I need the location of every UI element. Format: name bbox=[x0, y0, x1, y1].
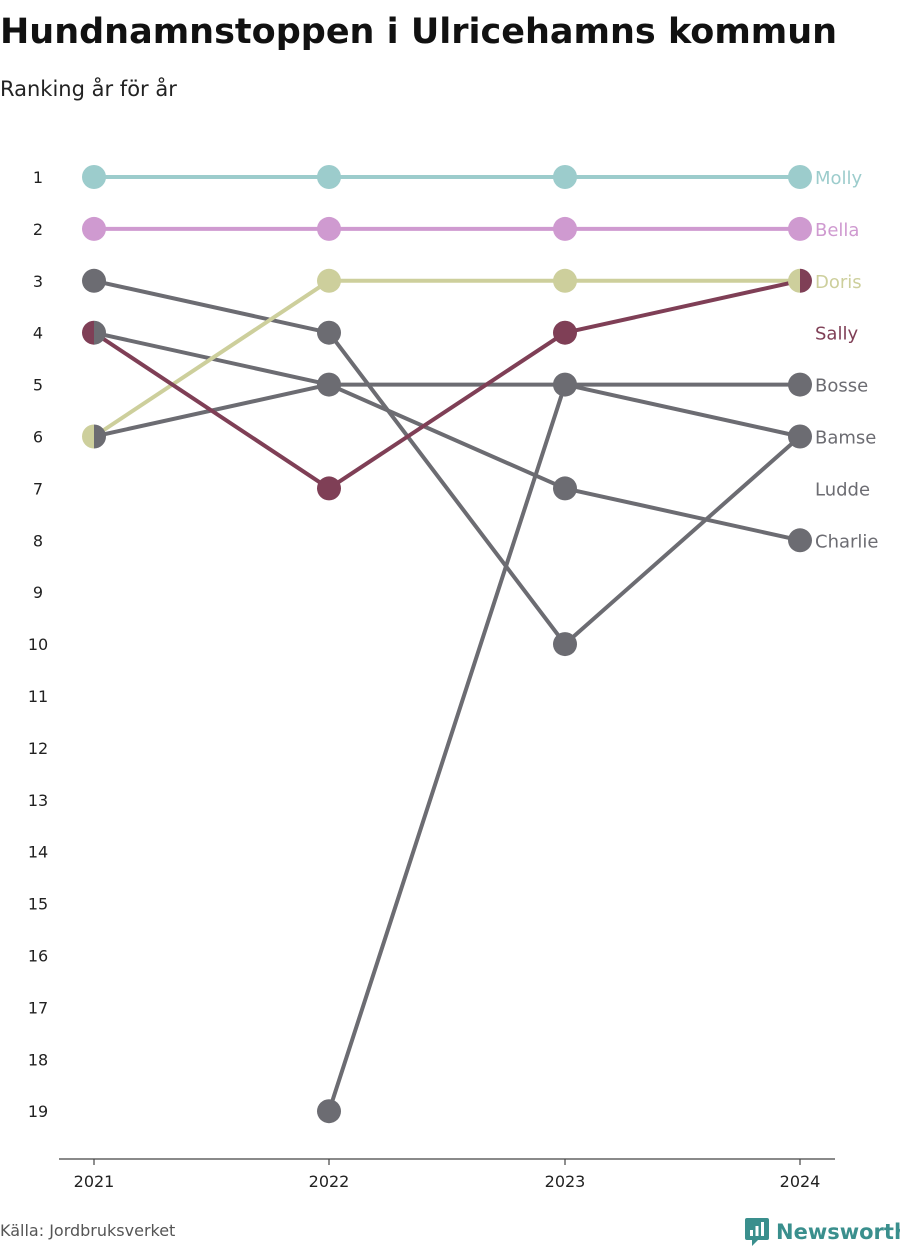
data-point-bosse-charlie bbox=[317, 372, 341, 397]
x-tick-label: 2024 bbox=[780, 1172, 821, 1191]
series-line-bamse bbox=[92, 278, 802, 647]
data-point-charlie bbox=[788, 528, 812, 553]
data-point-bamse bbox=[317, 320, 341, 345]
series-label-molly: Molly bbox=[815, 168, 863, 189]
x-tick-label: 2023 bbox=[545, 1172, 586, 1191]
chart-title: Hundnamnstoppen i Ulricehamns kommun bbox=[0, 12, 838, 52]
data-point-charlie bbox=[553, 476, 577, 501]
series-label-bella: Bella bbox=[815, 220, 859, 241]
y-tick-label: 9 bbox=[33, 583, 43, 602]
data-point-bosse-ludde bbox=[553, 372, 577, 397]
y-tick-label: 3 bbox=[33, 272, 43, 291]
y-tick-label: 4 bbox=[33, 324, 43, 343]
data-point-doris bbox=[317, 268, 341, 293]
series-line-doris bbox=[92, 278, 802, 439]
data-point-molly bbox=[553, 165, 577, 189]
y-tick-label: 17 bbox=[28, 998, 48, 1017]
y-tick-label: 10 bbox=[28, 635, 48, 654]
brand-logo[interactable]: Newsworthy bbox=[744, 1217, 900, 1247]
series-label-ludde: Ludde bbox=[815, 479, 870, 500]
series-label-doris: Doris bbox=[815, 272, 862, 293]
data-point-bamse bbox=[553, 632, 577, 657]
chart-subtitle: Ranking år för år bbox=[0, 77, 177, 101]
labels-layer: Molly Bella Doris Sally Bosse Bamse Ludde Charl… bbox=[815, 168, 878, 552]
y-tick-label: 15 bbox=[28, 895, 48, 914]
data-point-doris bbox=[553, 268, 577, 293]
y-tick-label: 16 bbox=[28, 947, 48, 966]
x-tick-label: 2021 bbox=[74, 1172, 115, 1191]
y-tick-label: 5 bbox=[33, 376, 43, 395]
data-point-half bbox=[94, 320, 107, 345]
data-point-bella bbox=[82, 216, 106, 241]
y-tick-label: 11 bbox=[28, 687, 48, 706]
newsworthy-logo-icon bbox=[745, 1218, 769, 1246]
y-tick-label: 6 bbox=[33, 428, 43, 447]
data-point-molly bbox=[82, 165, 106, 189]
points-layer bbox=[82, 165, 813, 1124]
data-point-bella bbox=[788, 216, 812, 241]
data-point-molly bbox=[317, 165, 341, 189]
y-tick-label: 12 bbox=[28, 739, 48, 758]
data-point-half bbox=[82, 424, 94, 449]
data-point-half bbox=[94, 424, 107, 449]
data-point-sally bbox=[553, 320, 577, 345]
series-label-bamse: Bamse bbox=[815, 428, 876, 449]
y-tick-label: 2 bbox=[33, 220, 43, 239]
source-note: Källa: Jordbruksverket bbox=[0, 1221, 176, 1240]
data-point-bella bbox=[553, 216, 577, 241]
y-tick-label: 14 bbox=[28, 843, 48, 862]
y-tick-label: 19 bbox=[28, 1102, 48, 1121]
brand-name: Newsworthy bbox=[776, 1220, 900, 1244]
data-point-half bbox=[82, 320, 94, 345]
data-point-bella bbox=[317, 216, 341, 241]
y-tick-label: 18 bbox=[28, 1050, 48, 1069]
series-label-bosse: Bosse bbox=[815, 376, 868, 397]
data-point-bamse bbox=[82, 268, 106, 293]
data-point-molly bbox=[788, 165, 812, 189]
series-label-sally: Sally bbox=[815, 324, 858, 345]
data-point-ludde bbox=[317, 1099, 341, 1124]
data-point-bosse bbox=[788, 372, 812, 397]
data-point-sally bbox=[317, 476, 341, 501]
data-point-bamse-ludde bbox=[788, 424, 812, 449]
y-tick-label: 13 bbox=[28, 791, 48, 810]
data-point-half bbox=[800, 268, 813, 293]
data-point-half bbox=[788, 268, 800, 293]
lines-layer bbox=[92, 175, 802, 1114]
y-tick-label: 8 bbox=[33, 531, 43, 550]
series-line-sally bbox=[92, 278, 802, 491]
y-tick-label: 1 bbox=[33, 168, 43, 187]
series-label-charlie: Charlie bbox=[815, 531, 878, 552]
x-tick-label: 2022 bbox=[309, 1172, 350, 1191]
series-line-charlie bbox=[92, 330, 802, 543]
y-tick-label: 7 bbox=[33, 479, 43, 498]
